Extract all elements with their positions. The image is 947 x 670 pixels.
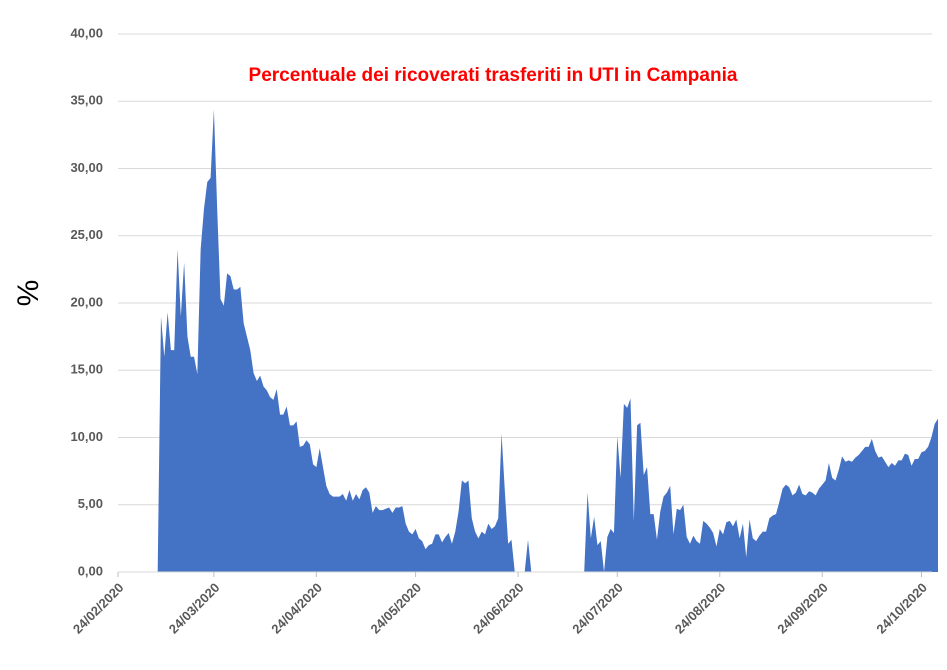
chart-title: Percentuale dei ricoverati trasferiti in… (249, 65, 738, 86)
y-tick-label: 20,00 (70, 294, 103, 309)
y-tick-label: 40,00 (70, 25, 103, 40)
y-tick-label: 30,00 (70, 160, 103, 175)
area (157, 109, 938, 572)
y-tick-label: 15,00 (70, 362, 103, 377)
y-tick-label: 10,00 (70, 429, 103, 444)
y-tick-label: 25,00 (70, 227, 103, 242)
y-tick-label: 0,00 (78, 563, 103, 578)
y-tick-label: 5,00 (78, 496, 103, 511)
y-axis-label: % (12, 280, 45, 307)
y-tick-label: 35,00 (70, 93, 103, 108)
